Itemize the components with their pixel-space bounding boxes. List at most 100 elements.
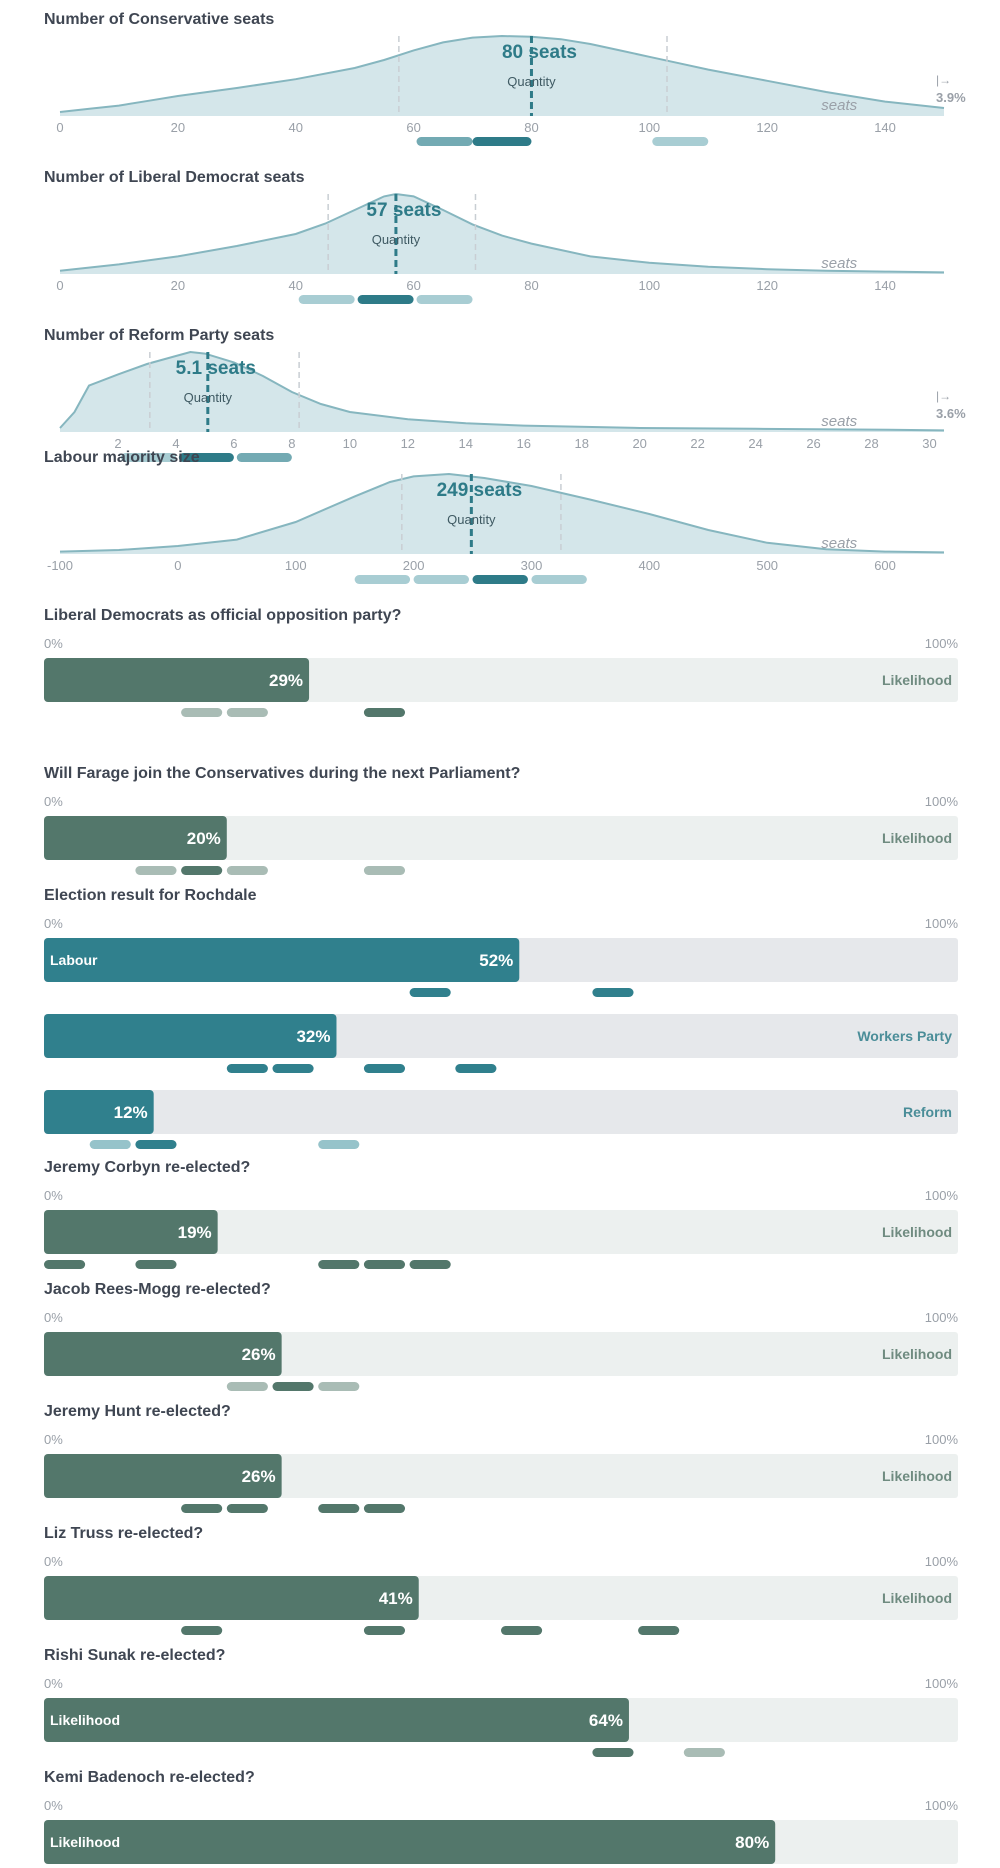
likelihood-bar[interactable] — [44, 1698, 629, 1742]
overflow-label: 3.6% — [936, 406, 966, 421]
forecast-pill[interactable] — [501, 1626, 543, 1635]
x-tick-label: 18 — [574, 436, 588, 451]
scale-min-label: 0% — [44, 916, 63, 931]
forecast-pill[interactable] — [135, 866, 177, 875]
forecast-pill[interactable] — [363, 866, 406, 875]
forecast-block-10: Liz Truss re-elected? 0% 100% 41% Likelihood — [44, 1525, 958, 1635]
forecast-pill[interactable] — [89, 1140, 131, 1149]
forecast-pill[interactable] — [318, 1504, 360, 1513]
likelihood-side-label: Likelihood — [882, 1468, 952, 1484]
x-tick-label: 40 — [288, 278, 302, 293]
likelihood-bar[interactable] — [44, 1820, 776, 1864]
forecast-pill[interactable] — [363, 1064, 406, 1073]
forecast-pill[interactable] — [592, 1748, 634, 1757]
forecast-pill[interactable] — [363, 708, 406, 717]
x-tick-label: 120 — [756, 120, 778, 135]
forecast-pill[interactable] — [44, 1260, 86, 1269]
x-tick-label: 60 — [406, 278, 420, 293]
forecast-pill[interactable] — [181, 866, 223, 875]
overflow-arrow: |→ — [936, 73, 951, 87]
forecast-pill[interactable] — [472, 137, 532, 146]
likelihood-side-label: Likelihood — [882, 830, 952, 846]
likelihood-side-label: Reform — [903, 1104, 952, 1120]
forecast-pill[interactable] — [181, 1504, 223, 1513]
x-tick-label: 80 — [524, 120, 538, 135]
forecast-pill[interactable] — [455, 1064, 497, 1073]
x-tick-label: 140 — [874, 278, 896, 293]
forecast-pill[interactable] — [135, 1260, 177, 1269]
likelihood-value: 19% — [178, 1223, 212, 1242]
forecast-pill[interactable] — [638, 1626, 680, 1635]
forecast-pill[interactable] — [354, 575, 411, 584]
forecast-pill[interactable] — [226, 1504, 268, 1513]
x-tick-label: 16 — [517, 436, 531, 451]
x-tick-label: 12 — [401, 436, 415, 451]
likelihood-bar[interactable] — [44, 816, 227, 860]
likelihood-side-label: Likelihood — [882, 672, 952, 688]
x-tick-label: 400 — [638, 558, 660, 573]
forecast-pill[interactable] — [236, 453, 292, 462]
x-tick-label: 14 — [459, 436, 473, 451]
forecast-pill[interactable] — [318, 1140, 360, 1149]
forecast-pill[interactable] — [409, 1260, 451, 1269]
likelihood-bar[interactable] — [44, 1210, 218, 1254]
likelihood-side-label: Likelihood — [882, 1346, 952, 1362]
forecast-pill[interactable] — [592, 988, 634, 997]
x-tick-label: 20 — [632, 436, 646, 451]
likelihood-value: 80% — [735, 1833, 769, 1852]
forecast-pill[interactable] — [272, 1064, 314, 1073]
forecast-pill[interactable] — [683, 1748, 725, 1757]
forecast-pill[interactable] — [363, 1260, 406, 1269]
forecast-pill[interactable] — [318, 1382, 360, 1391]
forecast-pill[interactable] — [363, 1626, 406, 1635]
forecast-pill[interactable] — [298, 295, 355, 304]
scale-min-label: 0% — [44, 1188, 63, 1203]
likelihood-bar[interactable] — [44, 1454, 282, 1498]
density-line — [59, 192, 945, 274]
likelihood-bar[interactable] — [44, 658, 310, 702]
likelihood-bar[interactable] — [44, 1014, 337, 1058]
likelihood-track — [44, 1210, 958, 1254]
forecast-pill[interactable] — [226, 866, 268, 875]
x-tick-label: 300 — [521, 558, 543, 573]
density-area — [60, 352, 944, 432]
forecast-pill[interactable] — [181, 1626, 223, 1635]
forecast-pill[interactable] — [226, 1064, 268, 1073]
median-value-label: 249 seats — [437, 480, 523, 501]
forecast-pill[interactable] — [226, 708, 268, 717]
forecast-pill[interactable] — [531, 575, 587, 584]
likelihood-value: 26% — [242, 1467, 276, 1486]
likelihood-bar[interactable] — [44, 1576, 419, 1620]
density-line — [59, 350, 945, 432]
forecast-pill[interactable] — [416, 295, 473, 304]
forecast-pill[interactable] — [135, 1140, 177, 1149]
likelihood-bar[interactable] — [44, 1090, 154, 1134]
forecast-pill[interactable] — [472, 575, 528, 584]
likelihood-bar[interactable] — [44, 1332, 282, 1376]
likelihood-track — [44, 816, 958, 860]
scale-max-label: 100% — [925, 1432, 959, 1447]
x-tick-label: 600 — [874, 558, 896, 573]
forecast-pill[interactable] — [226, 1382, 268, 1391]
forecast-pill[interactable] — [181, 708, 223, 717]
x-tick-label: 0 — [174, 558, 181, 573]
forecast-pill[interactable] — [178, 453, 234, 462]
median-value-label: 80 seats — [502, 42, 577, 63]
x-tick-label: 20 — [171, 278, 185, 293]
x-tick-label: -100 — [47, 558, 73, 573]
forecast-pill[interactable] — [652, 137, 709, 146]
x-tick-label: 20 — [171, 120, 185, 135]
forecast-pill[interactable] — [416, 137, 473, 146]
forecast-pill[interactable] — [413, 575, 469, 584]
forecast-pill[interactable] — [272, 1382, 314, 1391]
likelihood-bar[interactable] — [44, 938, 520, 982]
forecast-pill[interactable] — [318, 1260, 360, 1269]
likelihood-value: 12% — [114, 1103, 148, 1122]
x-tick-label: 60 — [406, 120, 420, 135]
forecast-block-0: Number of Conservative seats 80 seats Quan… — [44, 11, 966, 146]
forecast-pill[interactable] — [363, 1504, 406, 1513]
forecast-pill[interactable] — [120, 453, 176, 462]
forecast-pill[interactable] — [409, 988, 451, 997]
scale-max-label: 100% — [925, 1310, 959, 1325]
forecast-pill[interactable] — [357, 295, 414, 304]
